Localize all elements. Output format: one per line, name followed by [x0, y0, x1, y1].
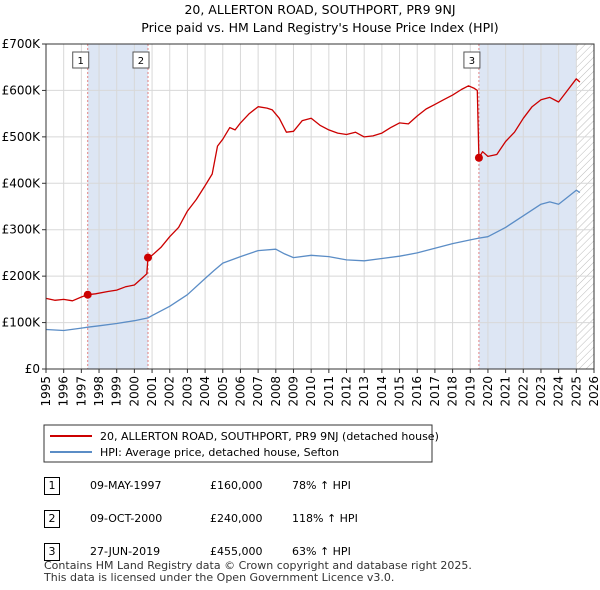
x-tick-label: 2014: [375, 376, 389, 407]
x-tick-label: 2018: [446, 376, 460, 407]
plot-frame: [45, 43, 595, 370]
x-tick-label: 2000: [127, 376, 141, 407]
x-tick-label: 2019: [463, 376, 477, 407]
sale-point: [143, 253, 152, 262]
x-tick-label: 2022: [516, 376, 530, 407]
x-tick-label: 1998: [92, 376, 106, 407]
forecast-hatch: [576, 44, 594, 369]
chart-subtitle: Price paid vs. HM Land Registry's House …: [141, 20, 498, 35]
sale-number-box: [463, 51, 481, 69]
x-tick-label: 2026: [587, 376, 600, 407]
sale-number-label: 3: [469, 56, 475, 67]
legend-price-label: 20, ALLERTON ROAD, SOUTHPORT, PR9 9NJ (d…: [100, 430, 439, 443]
x-tick-label: 2021: [499, 376, 513, 407]
sale-number: 3: [44, 542, 60, 561]
sale-point: [83, 290, 92, 299]
shaded-period: [87, 44, 148, 369]
sale-number: 2: [44, 509, 60, 528]
sale-row: 1 09-MAY-1997 £160,000 78% ↑ HPI: [44, 469, 358, 502]
x-tick-label: 2013: [357, 376, 371, 407]
y-tick-label: £700K: [2, 37, 42, 51]
x-tick-label: 1996: [57, 376, 71, 407]
footer-licence: This data is licensed under the Open Gov…: [44, 571, 395, 584]
y-tick-label: £400K: [2, 176, 42, 190]
y-tick-label: £100K: [2, 316, 42, 330]
price-paid-line: [45, 78, 581, 302]
sale-date: 09-OCT-2000: [90, 512, 163, 525]
x-tick-label: 2010: [304, 376, 318, 407]
sale-hpi-change: 63% ↑ HPI: [292, 545, 351, 558]
sale-row: 2 09-OCT-2000 £240,000 118% ↑ HPI: [44, 502, 358, 535]
y-tick-label: £200K: [2, 269, 42, 283]
x-tick-label: 1995: [39, 376, 53, 407]
x-tick-label: 2002: [163, 376, 177, 407]
x-tick-label: 2023: [534, 376, 548, 407]
x-tick-label: 2012: [340, 376, 354, 407]
x-tick-label: 2016: [410, 376, 424, 407]
price-chart: 20, ALLERTON ROAD, SOUTHPORT, PR9 9NJ Pr…: [2, 2, 600, 463]
x-tick-label: 2001: [145, 376, 159, 407]
footer-copyright: Contains HM Land Registry data © Crown c…: [44, 559, 472, 572]
sale-hpi-change: 78% ↑ HPI: [292, 479, 351, 492]
x-tick-label: 2004: [198, 376, 212, 407]
footer: Contains HM Land Registry data © Crown c…: [44, 560, 472, 584]
x-tick-label: 2020: [481, 376, 495, 407]
sale-price: £160,000: [210, 479, 263, 492]
sale-date: 27-JUN-2019: [90, 545, 161, 558]
sale-point: [474, 153, 483, 162]
x-tick-label: 2003: [180, 376, 194, 407]
y-tick-label: £500K: [2, 130, 42, 144]
x-tick-label: 2008: [269, 376, 283, 407]
y-tick-label: £600K: [2, 83, 42, 97]
sale-price: £240,000: [210, 512, 263, 525]
x-tick-label: 1999: [110, 376, 124, 407]
sale-number: 1: [44, 476, 60, 495]
sale-number-label: 1: [78, 56, 84, 67]
x-tick-label: 2006: [233, 376, 247, 407]
x-tick-label: 2011: [322, 376, 336, 407]
chart-title: 20, ALLERTON ROAD, SOUTHPORT, PR9 9NJ: [184, 2, 455, 17]
sales-table: 1 09-MAY-1997 £160,000 78% ↑ HPI 2 09-OC…: [44, 469, 358, 568]
sale-row: 3 27-JUN-2019 £455,000 63% ↑ HPI: [44, 535, 358, 568]
hpi-line: [45, 189, 581, 332]
shaded-period: [478, 44, 577, 369]
sale-number-box: [72, 51, 90, 69]
legend-hpi-label: HPI: Average price, detached house, Seft…: [100, 446, 339, 459]
legend: 20, ALLERTON ROAD, SOUTHPORT, PR9 9NJ (d…: [43, 424, 439, 463]
x-tick-label: 2007: [251, 376, 265, 407]
x-tick-label: 2005: [216, 376, 230, 407]
x-tick-label: 2015: [393, 376, 407, 407]
sale-number-label: 2: [138, 56, 144, 67]
x-tick-label: 2009: [286, 376, 300, 407]
sale-hpi-change: 118% ↑ HPI: [292, 512, 358, 525]
y-tick-label: £0: [25, 362, 40, 376]
x-tick-label: 1997: [74, 376, 88, 407]
y-tick-label: £300K: [2, 223, 42, 237]
x-tick-label: 2017: [428, 376, 442, 407]
sale-date: 09-MAY-1997: [90, 479, 162, 492]
x-tick-label: 2025: [569, 376, 583, 407]
sale-price: £455,000: [210, 545, 263, 558]
sale-number-box: [132, 51, 150, 69]
x-tick-label: 2024: [552, 376, 566, 407]
